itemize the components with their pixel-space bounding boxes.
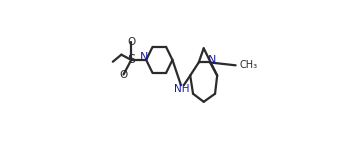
Text: N: N xyxy=(140,52,149,62)
Text: N: N xyxy=(208,55,216,65)
Text: CH₃: CH₃ xyxy=(239,60,257,70)
Text: O: O xyxy=(127,37,136,47)
Text: O: O xyxy=(119,70,127,80)
Text: S: S xyxy=(127,53,135,66)
Text: NH: NH xyxy=(174,84,189,94)
